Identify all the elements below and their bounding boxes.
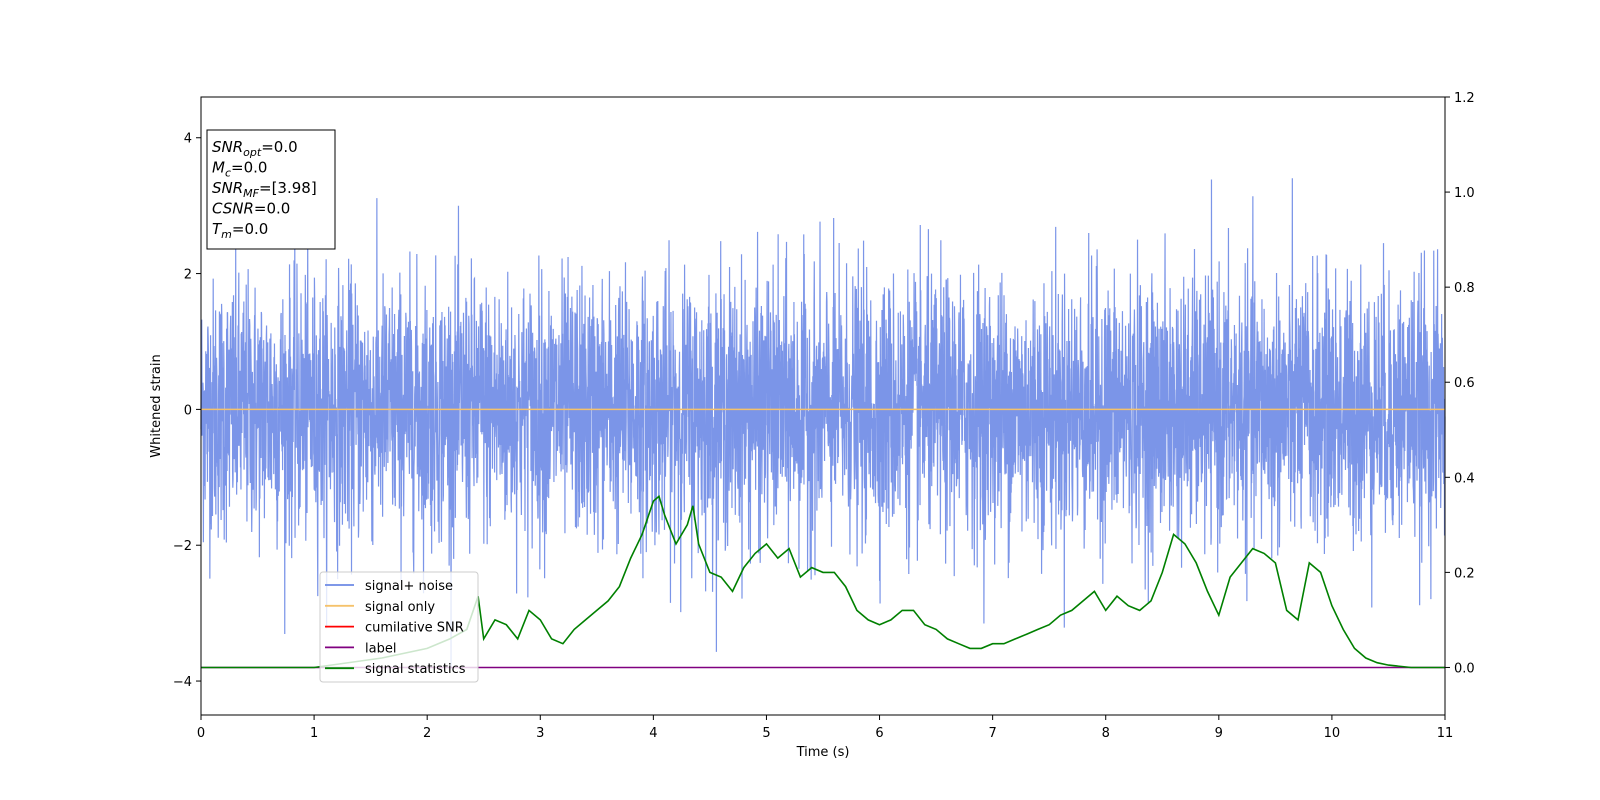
info-line: SNRopt=0.0 xyxy=(212,138,298,159)
info-value: =0.0 xyxy=(254,200,290,218)
info-line: SNRMF=[3.98] xyxy=(212,179,317,200)
x-axis-label: Time (s) xyxy=(796,745,850,760)
x-tick-label: 0 xyxy=(197,726,205,741)
legend-label: cumilative SNR xyxy=(365,621,464,636)
info-value: =0.0 xyxy=(261,138,297,156)
info-value: =0.0 xyxy=(231,159,267,177)
x-tick-label: 10 xyxy=(1324,726,1341,741)
legend-label: signal+ noise xyxy=(365,579,453,594)
info-line: CSNR=0.0 xyxy=(212,200,290,218)
y-tick-label: 4 xyxy=(184,132,192,147)
x-tick-label: 7 xyxy=(988,726,996,741)
legend: signal+ noise signal only cumilative SNR la… xyxy=(319,571,479,683)
x-tick-label: 2 xyxy=(423,726,431,741)
info-value: =[3.98] xyxy=(259,179,317,197)
signal-noise-trace xyxy=(200,178,1446,669)
info-value: =0.0 xyxy=(232,220,268,238)
y-axis-left: −4 −2 0 2 4 xyxy=(173,132,201,690)
y-tick-label: −2 xyxy=(173,539,192,554)
y2-tick-label: 0.8 xyxy=(1454,281,1475,296)
info-symbol: T xyxy=(212,220,223,238)
y2-tick-label: 1.2 xyxy=(1454,91,1475,106)
plot-frame xyxy=(200,96,1446,716)
y-tick-label: −4 xyxy=(173,675,192,690)
x-tick-label: 8 xyxy=(1102,726,1110,741)
info-box-frame xyxy=(206,129,336,250)
x-tick-label: 5 xyxy=(762,726,770,741)
signal-noise-series xyxy=(200,178,1446,669)
y-tick-label: 2 xyxy=(184,268,192,283)
info-symbol: SNR xyxy=(212,179,243,197)
info-symbol: CSNR xyxy=(212,200,254,218)
y2-tick-label: 1.0 xyxy=(1454,186,1475,201)
x-tick-label: 9 xyxy=(1215,726,1223,741)
x-tick-label: 6 xyxy=(875,726,883,741)
x-tick-label: 1 xyxy=(310,726,318,741)
y2-tick-label: 0.6 xyxy=(1454,376,1475,391)
info-line: Tm=0.0 xyxy=(212,220,268,241)
info-subscript: c xyxy=(225,167,231,180)
info-subscript: MF xyxy=(243,187,259,200)
info-symbol: SNR xyxy=(212,138,243,156)
legend-frame xyxy=(319,571,479,683)
legend-label: signal only xyxy=(365,600,435,615)
y-axis-label: Whitened strain xyxy=(149,354,164,457)
info-subscript: m xyxy=(221,228,232,241)
signal-statistics-series xyxy=(201,494,1445,669)
y-axis-right: 0.0 0.2 0.4 0.6 0.8 1.0 1.2 xyxy=(1445,91,1475,676)
y2-tick-label: 0.2 xyxy=(1454,566,1475,581)
y-tick-label: 0 xyxy=(184,403,192,418)
legend-label: signal statistics xyxy=(365,662,466,677)
info-subscript: opt xyxy=(243,146,262,159)
x-tick-label: 11 xyxy=(1437,726,1454,741)
x-tick-label: 3 xyxy=(536,726,544,741)
legend-label: label xyxy=(365,641,396,656)
info-symbol: M xyxy=(212,159,225,177)
y2-tick-label: 0.0 xyxy=(1454,661,1475,676)
y2-tick-label: 0.4 xyxy=(1454,471,1475,486)
info-box: SNRopt=0.0Mc=0.0SNRMF=[3.98]CSNR=0.0Tm=0… xyxy=(206,129,336,250)
x-tick-label: 4 xyxy=(649,726,657,741)
info-line: Mc=0.0 xyxy=(212,159,267,180)
x-axis: 0 1 2 3 4 5 6 7 8 9 10 11 xyxy=(197,715,1453,741)
